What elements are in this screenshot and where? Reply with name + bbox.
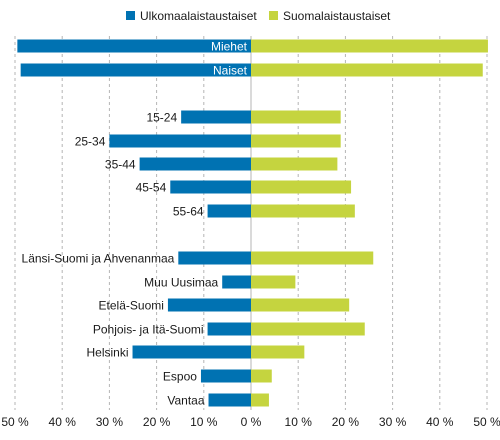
legend-label-0: Ulkomaalaistaustaiset (140, 9, 257, 23)
bar-ulkomaalaistaustaiset-5 (170, 180, 251, 194)
bar-suomalaistaustaiset-12 (251, 369, 272, 383)
bar-ulkomaalaistaustaiset-6 (207, 204, 251, 218)
category-label-8: Muu Uusimaa (144, 276, 218, 290)
category-label-13: Vantaa (167, 394, 204, 408)
bar-suomalaistaustaiset-7 (251, 251, 374, 265)
category-label-7: Länsi-Suomi ja Ahvenanmaa (22, 252, 175, 266)
bar-suomalaistaustaiset-3 (251, 134, 341, 148)
bars (17, 39, 488, 407)
bar-ulkomaalaistaustaiset-2 (181, 110, 251, 124)
legend-swatch-1 (269, 11, 278, 20)
bar-ulkomaalaistaustaiset-10 (207, 322, 251, 336)
bar-ulkomaalaistaustaiset-13 (208, 393, 251, 407)
bar-suomalaistaustaiset-9 (251, 298, 350, 312)
bar-suomalaistaustaiset-6 (251, 204, 355, 218)
bar-ulkomaalaistaustaiset-0 (17, 39, 251, 53)
bar-suomalaistaustaiset-10 (251, 322, 365, 336)
category-label-5: 45-54 (136, 181, 167, 195)
category-label-12: Espoo (163, 370, 197, 384)
bar-ulkomaalaistaustaiset-11 (132, 345, 251, 359)
category-label-9: Etelä-Suomi (99, 299, 164, 313)
bar-suomalaistaustaiset-4 (251, 157, 338, 171)
x-tick-label-6: 10 % (285, 415, 313, 429)
x-tick-label-10: 50 % (473, 415, 500, 429)
category-label-3: 25-34 (75, 135, 106, 149)
category-label-4: 35-44 (105, 158, 136, 172)
bar-ulkomaalaistaustaiset-9 (167, 298, 251, 312)
legend-label-1: Suomalaistaustaiset (283, 9, 391, 23)
bar-suomalaistaustaiset-0 (251, 39, 488, 53)
bar-suomalaistaustaiset-8 (251, 275, 296, 289)
bar-suomalaistaustaiset-13 (251, 393, 269, 407)
bar-suomalaistaustaiset-11 (251, 345, 305, 359)
bar-ulkomaalaistaustaiset-3 (109, 134, 252, 148)
x-tick-label-9: 40 % (426, 415, 454, 429)
category-label-6: 55-64 (173, 205, 204, 219)
legend: Ulkomaalaistaustaiset Suomalaistaustaiset (126, 9, 391, 23)
x-tick-label-1: 40 % (49, 415, 77, 429)
category-label-11: Helsinki (87, 346, 129, 360)
bar-ulkomaalaistaustaiset-1 (20, 63, 251, 77)
bar-ulkomaalaistaustaiset-12 (200, 369, 251, 383)
bar-ulkomaalaistaustaiset-4 (139, 157, 251, 171)
bar-ulkomaalaistaustaiset-7 (178, 251, 251, 265)
x-tick-label-4: 10 % (190, 415, 218, 429)
legend-swatch-0 (126, 11, 135, 20)
x-axis: 50 % 40 % 30 % 20 % 10 % 0 % 10 % 20 % 30 % 40 % 5… (1, 415, 500, 429)
category-label-1: Naiset (213, 64, 248, 78)
category-label-2: 15-24 (146, 111, 177, 125)
bar-suomalaistaustaiset-2 (251, 110, 341, 124)
x-tick-label-5: 0 % (241, 415, 262, 429)
bar-suomalaistaustaiset-1 (251, 63, 483, 77)
x-tick-label-0: 50 % (1, 415, 29, 429)
category-label-0: Miehet (211, 40, 248, 54)
bar-ulkomaalaistaustaiset-8 (222, 275, 251, 289)
x-tick-label-8: 30 % (379, 415, 407, 429)
grid-lines (14, 36, 488, 410)
x-tick-label-3: 20 % (143, 415, 171, 429)
x-tick-label-2: 30 % (96, 415, 124, 429)
x-tick-label-7: 20 % (332, 415, 360, 429)
bar-suomalaistaustaiset-5 (251, 180, 352, 194)
category-label-10: Pohjois- ja Itä-Suomi (93, 323, 204, 337)
